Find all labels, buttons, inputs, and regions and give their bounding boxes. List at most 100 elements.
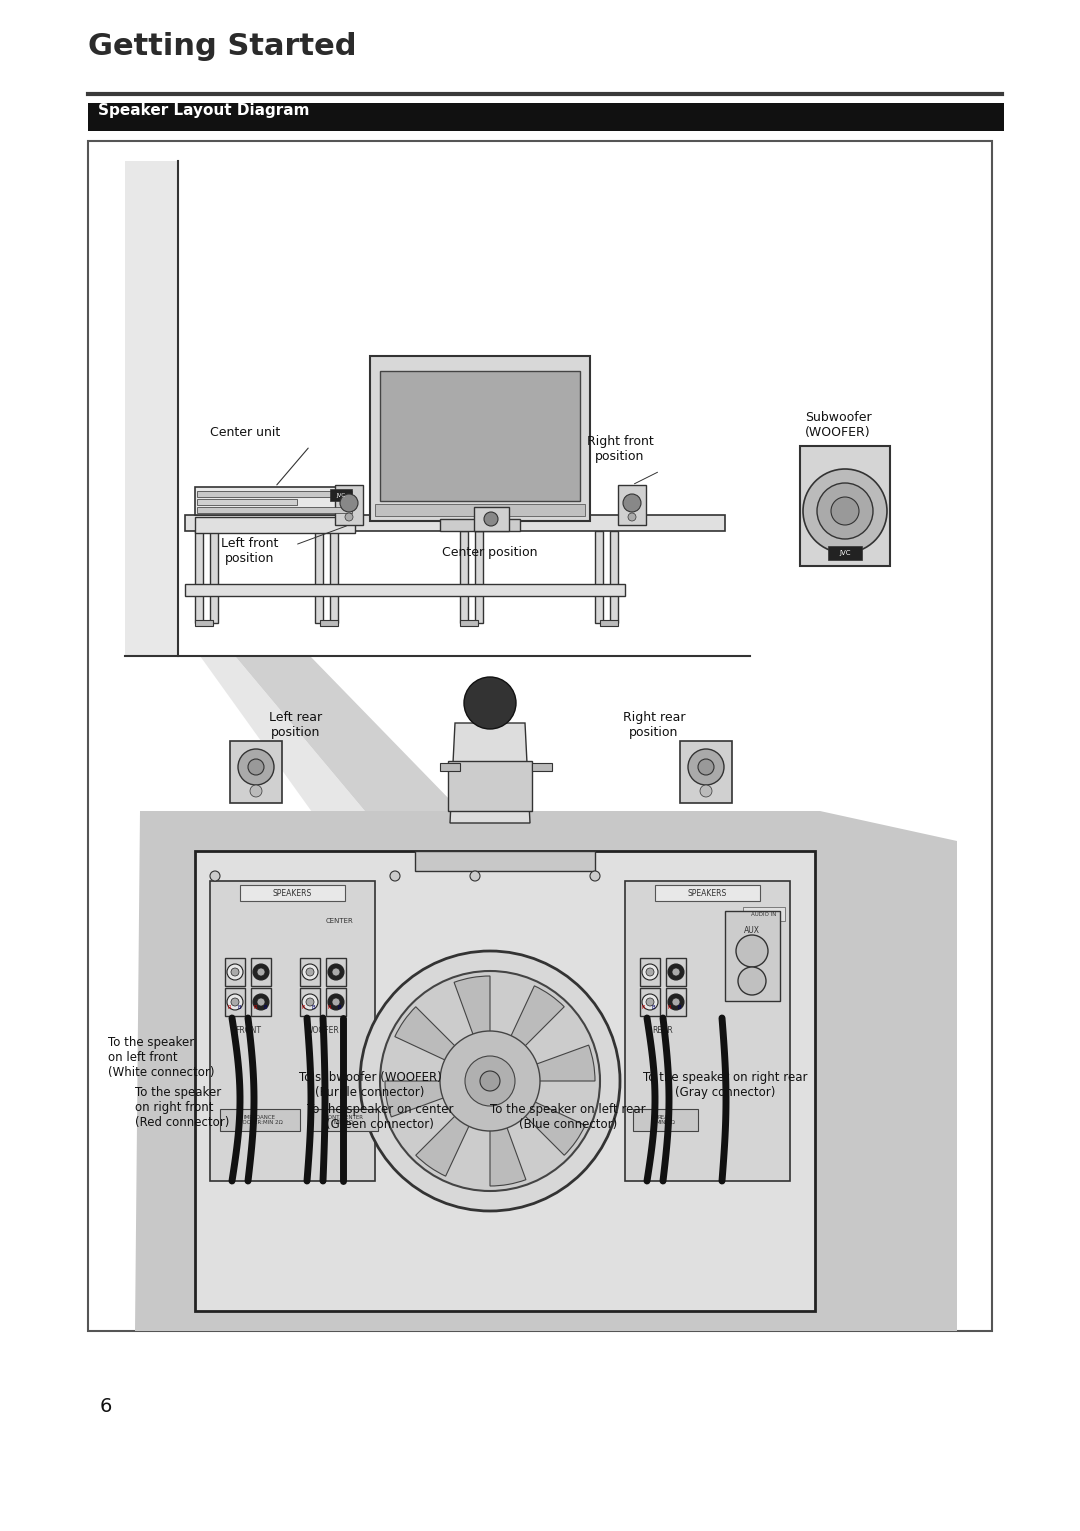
Bar: [633, 1108, 698, 1131]
Text: Subwoofer
(WOOFER): Subwoofer (WOOFER): [805, 410, 872, 439]
Bar: [370, 357, 590, 521]
Circle shape: [227, 965, 243, 980]
Circle shape: [332, 998, 340, 1006]
Circle shape: [210, 871, 220, 880]
Bar: [680, 741, 732, 802]
Circle shape: [231, 968, 239, 975]
Wedge shape: [395, 1007, 490, 1081]
Circle shape: [672, 968, 680, 975]
Polygon shape: [125, 161, 178, 655]
Bar: [185, 514, 725, 531]
Bar: [475, 531, 483, 623]
Bar: [460, 531, 468, 623]
Bar: [330, 531, 338, 623]
Text: R: R: [328, 1004, 332, 1010]
Bar: [600, 620, 618, 626]
Wedge shape: [454, 975, 490, 1081]
Wedge shape: [490, 1081, 585, 1156]
Bar: [251, 958, 271, 986]
Bar: [640, 987, 660, 1017]
Circle shape: [345, 513, 353, 521]
Bar: [300, 958, 320, 986]
Bar: [308, 1108, 378, 1131]
Wedge shape: [490, 986, 564, 1081]
Text: R: R: [227, 1004, 231, 1010]
Text: REAR
MIN:6Ω: REAR MIN:6Ω: [656, 1115, 675, 1125]
Bar: [335, 485, 363, 525]
Circle shape: [231, 998, 239, 1006]
Bar: [595, 531, 603, 623]
Circle shape: [804, 468, 887, 553]
Text: SPEAKERS: SPEAKERS: [687, 888, 727, 897]
Circle shape: [302, 965, 318, 980]
Circle shape: [642, 994, 658, 1010]
Text: JVC: JVC: [839, 550, 851, 556]
Circle shape: [227, 994, 243, 1010]
Text: R: R: [253, 1004, 257, 1010]
Circle shape: [669, 994, 684, 1010]
Bar: [195, 531, 203, 623]
Circle shape: [698, 759, 714, 775]
Circle shape: [306, 968, 314, 975]
Text: B: B: [264, 1004, 267, 1010]
Bar: [251, 987, 271, 1017]
Text: B: B: [237, 1004, 241, 1010]
Circle shape: [380, 971, 600, 1191]
Text: R: R: [669, 1004, 672, 1010]
Circle shape: [340, 495, 357, 511]
Circle shape: [480, 1072, 500, 1092]
Circle shape: [306, 998, 314, 1006]
Circle shape: [688, 749, 724, 785]
Circle shape: [669, 965, 684, 980]
Bar: [320, 620, 338, 626]
Bar: [330, 488, 352, 501]
Text: SPEAKERS: SPEAKERS: [272, 888, 312, 897]
Wedge shape: [490, 1046, 595, 1081]
Bar: [474, 507, 509, 531]
Bar: [666, 958, 686, 986]
Bar: [625, 880, 789, 1180]
Text: To the speaker on center
(Green connector): To the speaker on center (Green connecto…: [307, 1102, 454, 1131]
Bar: [326, 987, 346, 1017]
Text: FRONT: FRONT: [235, 1026, 261, 1035]
Circle shape: [238, 749, 274, 785]
Polygon shape: [135, 811, 957, 1330]
Wedge shape: [384, 1081, 490, 1118]
Bar: [440, 519, 519, 531]
Bar: [195, 487, 355, 514]
Circle shape: [253, 965, 269, 980]
Circle shape: [590, 871, 600, 880]
Bar: [87, 141, 993, 1330]
Bar: [743, 906, 785, 922]
Circle shape: [470, 871, 480, 880]
Wedge shape: [490, 1081, 526, 1187]
Text: CENTER: CENTER: [326, 919, 354, 925]
Bar: [828, 547, 862, 560]
Circle shape: [360, 951, 620, 1211]
Bar: [197, 507, 352, 513]
Bar: [220, 1108, 300, 1131]
Text: Getting Started: Getting Started: [87, 32, 356, 61]
Text: R: R: [302, 1004, 306, 1010]
Bar: [618, 485, 646, 525]
Text: B: B: [652, 1004, 656, 1010]
Circle shape: [465, 1056, 515, 1105]
Bar: [380, 371, 580, 501]
Text: AUDIO IN: AUDIO IN: [752, 911, 777, 917]
Text: Right rear
position: Right rear position: [623, 710, 685, 739]
Bar: [87, 103, 1004, 132]
Bar: [300, 987, 320, 1017]
Text: B: B: [338, 1004, 341, 1010]
Text: B: B: [678, 1004, 681, 1010]
Bar: [654, 885, 760, 902]
Text: B: B: [312, 1004, 315, 1010]
Text: AUX: AUX: [744, 926, 760, 935]
Bar: [532, 762, 552, 772]
Text: FRONT/CENTER
MIN:4Ω: FRONT/CENTER MIN:4Ω: [322, 1115, 364, 1125]
Text: Speaker Layout Diagram: Speaker Layout Diagram: [98, 103, 310, 118]
Bar: [375, 504, 585, 516]
Text: Left front
position: Left front position: [221, 537, 279, 565]
Circle shape: [253, 994, 269, 1010]
Bar: [225, 987, 245, 1017]
Bar: [197, 491, 352, 498]
